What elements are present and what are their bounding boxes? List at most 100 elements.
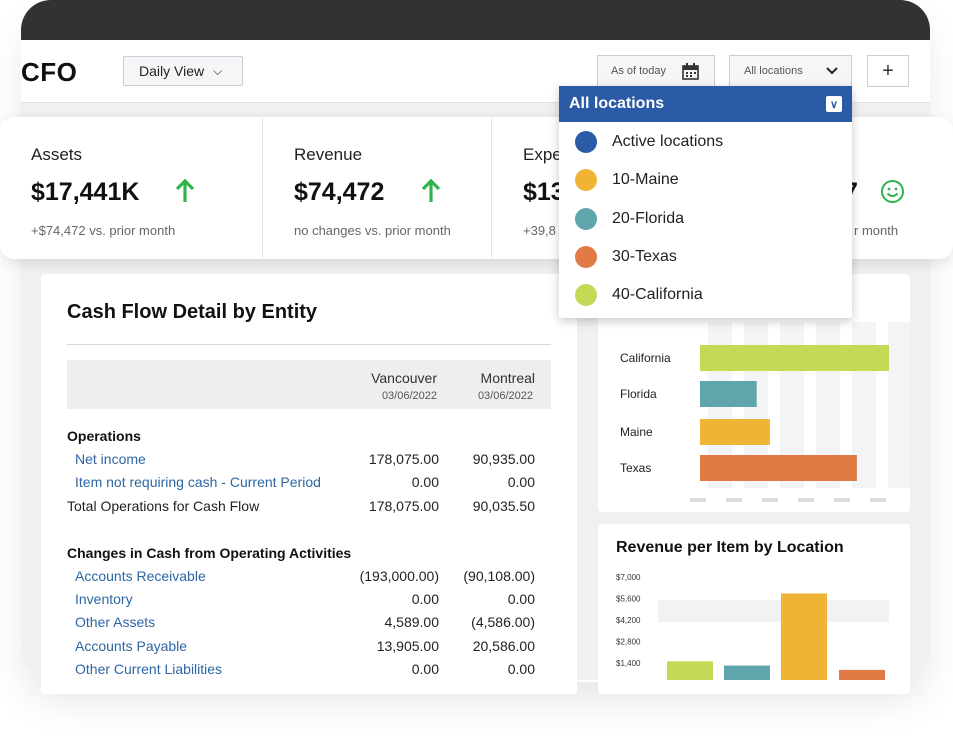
calendar-icon bbox=[682, 62, 699, 80]
y-tick-label: $5,600 bbox=[616, 595, 641, 604]
kpi-revenue-sub: no changes vs. prior month bbox=[294, 223, 451, 238]
revenue-chart-title: Revenue per Item by Location bbox=[616, 539, 844, 556]
view-selector-label: Daily View bbox=[139, 63, 205, 79]
y-tick-label: $4,200 bbox=[616, 616, 641, 625]
bar-label: Florida bbox=[620, 387, 657, 401]
column-header-montreal[interactable]: Montreal bbox=[480, 370, 535, 386]
axis-tick bbox=[870, 498, 886, 502]
bar-california bbox=[667, 661, 713, 680]
table-row-label[interactable]: Inventory bbox=[75, 591, 133, 607]
y-tick-label: $7,000 bbox=[616, 573, 641, 582]
table-cell: 178,075.00 bbox=[368, 451, 439, 467]
bar-texas bbox=[839, 669, 885, 680]
kpi-expenses-sub: +39,8 bbox=[523, 223, 556, 238]
column-header-vancouver[interactable]: Vancouver bbox=[371, 370, 437, 386]
kpi-assets-label: Assets bbox=[31, 145, 83, 164]
view-selector[interactable]: Daily View ⌵ bbox=[123, 56, 243, 86]
table-row-label[interactable]: Other Current Liabilities bbox=[75, 661, 223, 677]
kpi-divider bbox=[491, 118, 492, 258]
axis-tick bbox=[762, 498, 778, 502]
dropdown-item-maine[interactable]: 10-Maine bbox=[612, 171, 679, 188]
table-cell: 90,935.00 bbox=[472, 451, 535, 467]
smiley-icon bbox=[881, 180, 904, 203]
table-row-label[interactable]: Other Assets bbox=[75, 614, 156, 630]
window-topbar bbox=[21, 0, 930, 40]
date-selector-label: As of today bbox=[611, 65, 667, 77]
kpi-assets-value: $17,441K bbox=[31, 178, 140, 206]
bar-texas bbox=[700, 455, 857, 481]
bar-florida bbox=[700, 381, 757, 407]
brand-logo: CFO bbox=[21, 57, 78, 87]
dropdown-item-active-locations[interactable]: Active locations bbox=[612, 133, 724, 150]
table-cell: (193,000.00) bbox=[359, 568, 439, 584]
divider bbox=[67, 344, 551, 345]
section-heading-operations: Operations bbox=[67, 428, 141, 444]
cash-flow-title: Cash Flow Detail by Entity bbox=[67, 301, 318, 323]
add-button[interactable]: + bbox=[867, 55, 909, 87]
y-tick-label: $1,400 bbox=[616, 659, 641, 668]
column-date: 03/06/2022 bbox=[477, 390, 533, 402]
section-heading-changes: Changes in Cash from Operating Activitie… bbox=[67, 545, 352, 561]
revenue-bar-chart: $7,000 $5,600 $4,200 $2,800 $1,400 bbox=[616, 573, 889, 680]
location-selector-label: All locations bbox=[744, 65, 803, 77]
grid-column bbox=[888, 322, 910, 488]
bar-label: California bbox=[620, 351, 671, 365]
kpi-revenue-value: $74,472 bbox=[294, 178, 385, 206]
dropdown-item-florida[interactable]: 20-Florida bbox=[612, 210, 685, 227]
table-cell: (90,108.00) bbox=[463, 568, 535, 584]
arrow-up-icon bbox=[175, 178, 195, 202]
arrow-up-icon bbox=[421, 178, 441, 202]
kpi-expenses-value: $13 bbox=[523, 178, 565, 206]
table-row-label[interactable]: Item not requiring cash - Current Period bbox=[75, 474, 321, 490]
active-locations-swatch bbox=[575, 131, 597, 153]
y-tick-label: $2,800 bbox=[616, 638, 641, 647]
table-cell: 0.00 bbox=[411, 661, 439, 677]
chevron-down-icon: ⌵ bbox=[213, 63, 223, 78]
kpi-divider bbox=[262, 118, 263, 258]
kpi-assets-sub: +$74,472 vs. prior month bbox=[31, 223, 176, 238]
dropdown-item-california[interactable]: 40-California bbox=[612, 286, 703, 303]
kpi-revenue-label: Revenue bbox=[294, 145, 363, 164]
date-selector[interactable]: As of today bbox=[597, 55, 715, 87]
bar-label: Texas bbox=[620, 461, 651, 475]
bar-florida bbox=[724, 665, 770, 680]
table-cell: 20,586.00 bbox=[472, 638, 535, 654]
bar-maine bbox=[700, 419, 770, 445]
table-cell: 178,075.00 bbox=[368, 498, 439, 514]
axis-tick bbox=[726, 498, 742, 502]
kpi-fourth-sub: r month bbox=[854, 223, 899, 238]
location-dropdown-header[interactable]: All locations bbox=[559, 86, 852, 122]
table-cell: 0.00 bbox=[507, 474, 535, 490]
table-cell: 4,589.00 bbox=[384, 614, 440, 630]
texas-swatch bbox=[575, 246, 597, 268]
dropdown-item-texas[interactable]: 30-Texas bbox=[612, 248, 677, 265]
bar-label: Maine bbox=[620, 425, 653, 439]
column-date: 03/06/2022 bbox=[381, 390, 437, 402]
axis-tick bbox=[798, 498, 814, 502]
table-cell: 13,905.00 bbox=[376, 638, 439, 654]
table-cell: 0.00 bbox=[507, 661, 535, 677]
locations-bar-chart: California Florida Maine Texas bbox=[620, 322, 910, 502]
table-cell: 0.00 bbox=[507, 591, 535, 607]
table-cell: 90,035.50 bbox=[472, 498, 535, 514]
table-header bbox=[67, 360, 551, 409]
table-cell: 0.00 bbox=[411, 591, 439, 607]
chevron-down-icon bbox=[825, 67, 838, 75]
florida-swatch bbox=[575, 208, 597, 230]
axis-tick bbox=[690, 498, 706, 502]
bar-maine bbox=[781, 593, 827, 680]
grid-band bbox=[658, 600, 889, 622]
table-row-label[interactable]: Net income bbox=[75, 451, 146, 467]
table-cell: (4,586.00) bbox=[471, 614, 535, 630]
table-row-label[interactable]: Accounts Receivable bbox=[75, 568, 206, 584]
maine-swatch bbox=[575, 169, 597, 191]
axis-tick bbox=[834, 498, 850, 502]
location-selector[interactable]: All locations bbox=[729, 55, 852, 87]
chevron-down-icon[interactable]: ∨ bbox=[826, 96, 842, 112]
california-swatch bbox=[575, 284, 597, 306]
location-dropdown-menu bbox=[559, 86, 852, 318]
kpi-expenses-label: Expe bbox=[523, 145, 562, 164]
table-cell: 0.00 bbox=[411, 474, 439, 490]
table-row-label[interactable]: Accounts Payable bbox=[75, 638, 188, 654]
bar-california bbox=[700, 345, 889, 371]
